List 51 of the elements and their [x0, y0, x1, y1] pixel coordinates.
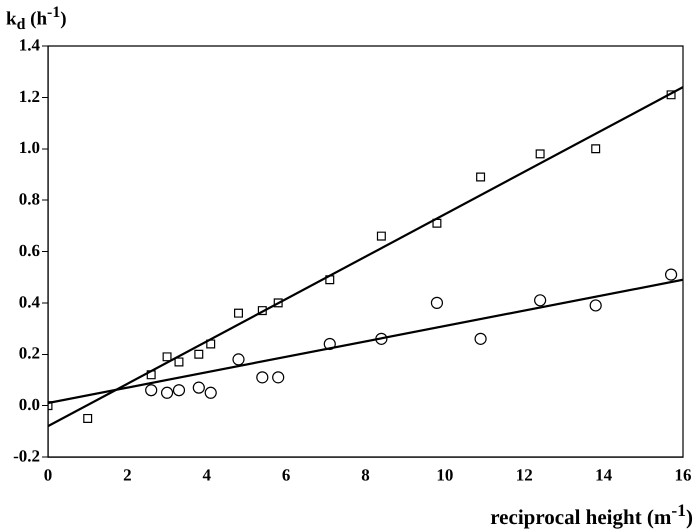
point: [274, 298, 283, 308]
point: [324, 338, 336, 350]
point: [145, 384, 158, 396]
point: [160, 386, 174, 399]
y-tick-label: 0.4: [18, 292, 40, 312]
point: [256, 371, 268, 384]
x-tick-label: 4: [202, 466, 212, 485]
point: [194, 350, 204, 359]
y-tick-label: 0.2: [18, 344, 40, 363]
point: [375, 332, 388, 345]
point: [534, 294, 546, 306]
point: [432, 218, 442, 228]
point: [192, 382, 205, 394]
x-tick-label: 8: [361, 466, 370, 485]
point: [590, 299, 602, 312]
y-axis-title: k$_{d}$ (h$^{-1}$): [6, 4, 67, 34]
y-tick-label: 0.0: [18, 395, 40, 414]
y-tick-label: 1.4: [18, 35, 40, 54]
point: [325, 275, 334, 284]
point: [206, 339, 216, 348]
point: [430, 296, 444, 309]
point: [234, 308, 243, 318]
x-tick-label: 2: [123, 466, 132, 485]
y-tick-label: 0.6: [18, 240, 40, 260]
x-tick-label: 0: [44, 466, 52, 485]
point: [474, 332, 487, 345]
point: [204, 386, 217, 399]
y-tick-label: -0.2: [13, 446, 40, 466]
y-tick-label: 0.8: [18, 190, 40, 209]
x-tick-label: 6: [282, 466, 290, 485]
point: [591, 144, 600, 154]
x-tick-label: 12: [516, 466, 533, 485]
point: [666, 90, 676, 100]
point: [536, 149, 545, 158]
x-axis-title: reciprocal height (m$^{-1}$): [490, 500, 693, 530]
point: [162, 352, 172, 362]
point: [376, 232, 386, 241]
point: [232, 353, 245, 366]
point: [476, 172, 486, 182]
x-tick-label: 10: [436, 466, 454, 485]
point: [146, 370, 156, 380]
y-tick-label: 1.2: [18, 86, 40, 106]
point: [664, 268, 678, 281]
x-tick-label: 16: [674, 466, 692, 485]
point: [174, 357, 184, 366]
x-tick-label: 14: [595, 466, 613, 485]
point: [258, 306, 267, 316]
y-tick-label: 1.0: [18, 138, 40, 158]
point: [172, 384, 186, 396]
point: [83, 414, 92, 423]
point: [272, 371, 284, 384]
